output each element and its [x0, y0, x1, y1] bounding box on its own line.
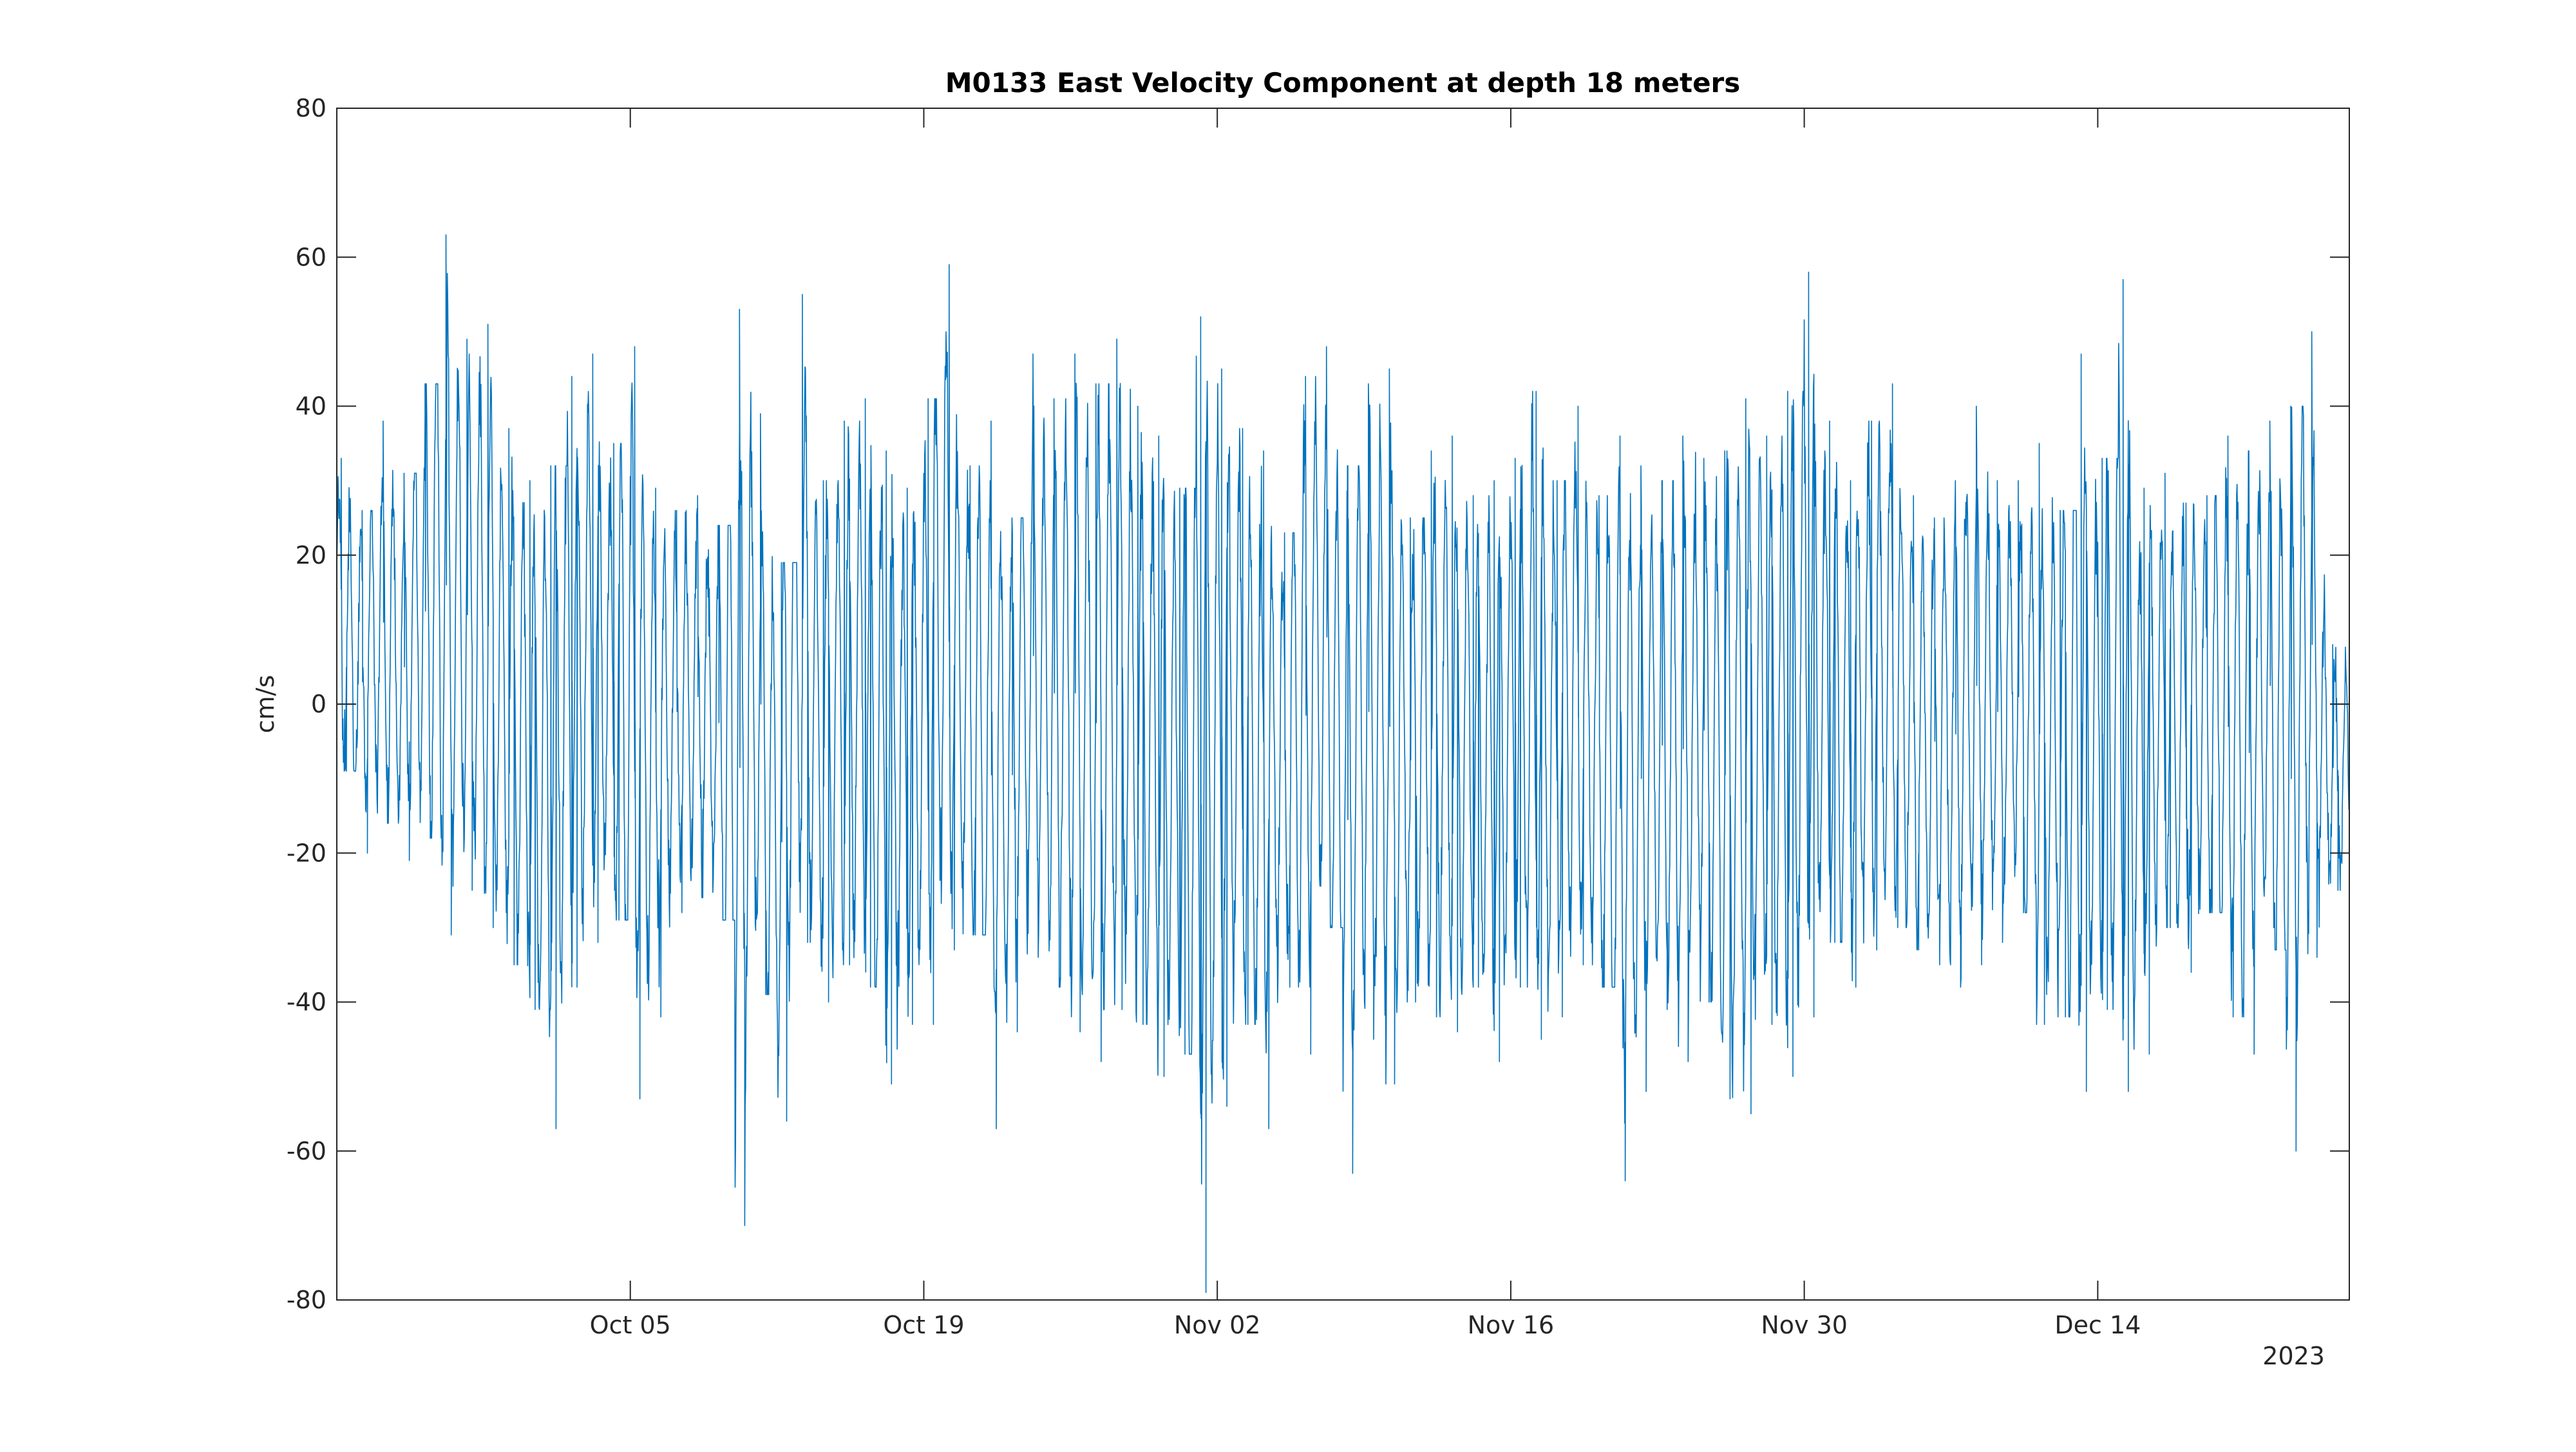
- x-tick-label: Oct 05: [590, 1311, 671, 1339]
- y-axis-label: cm/s: [251, 675, 279, 734]
- y-tick-label: 20: [296, 541, 327, 569]
- y-tick-label: -40: [287, 988, 327, 1017]
- x-tick-label: Dec 14: [2054, 1311, 2141, 1339]
- chart-title: M0133 East Velocity Component at depth 1…: [945, 67, 1741, 99]
- y-tick-label: 80: [296, 94, 327, 122]
- y-tick-label: -80: [287, 1286, 327, 1314]
- x-tick-label: Oct 19: [883, 1311, 964, 1339]
- x-tick-label: Nov 16: [1468, 1311, 1555, 1339]
- y-tick-label: 40: [296, 392, 327, 421]
- x-tick-label: Nov 30: [1761, 1311, 1848, 1339]
- y-tick-label: -60: [287, 1137, 327, 1165]
- series-line: [337, 234, 2349, 1294]
- y-tick-label: 0: [311, 690, 327, 718]
- x-axis-year-label: 2023: [2262, 1342, 2325, 1370]
- y-tick-label: -20: [287, 839, 327, 867]
- plot-background: [337, 108, 2349, 1300]
- x-tick-label: Nov 02: [1174, 1311, 1261, 1339]
- y-tick-label: 60: [296, 243, 327, 271]
